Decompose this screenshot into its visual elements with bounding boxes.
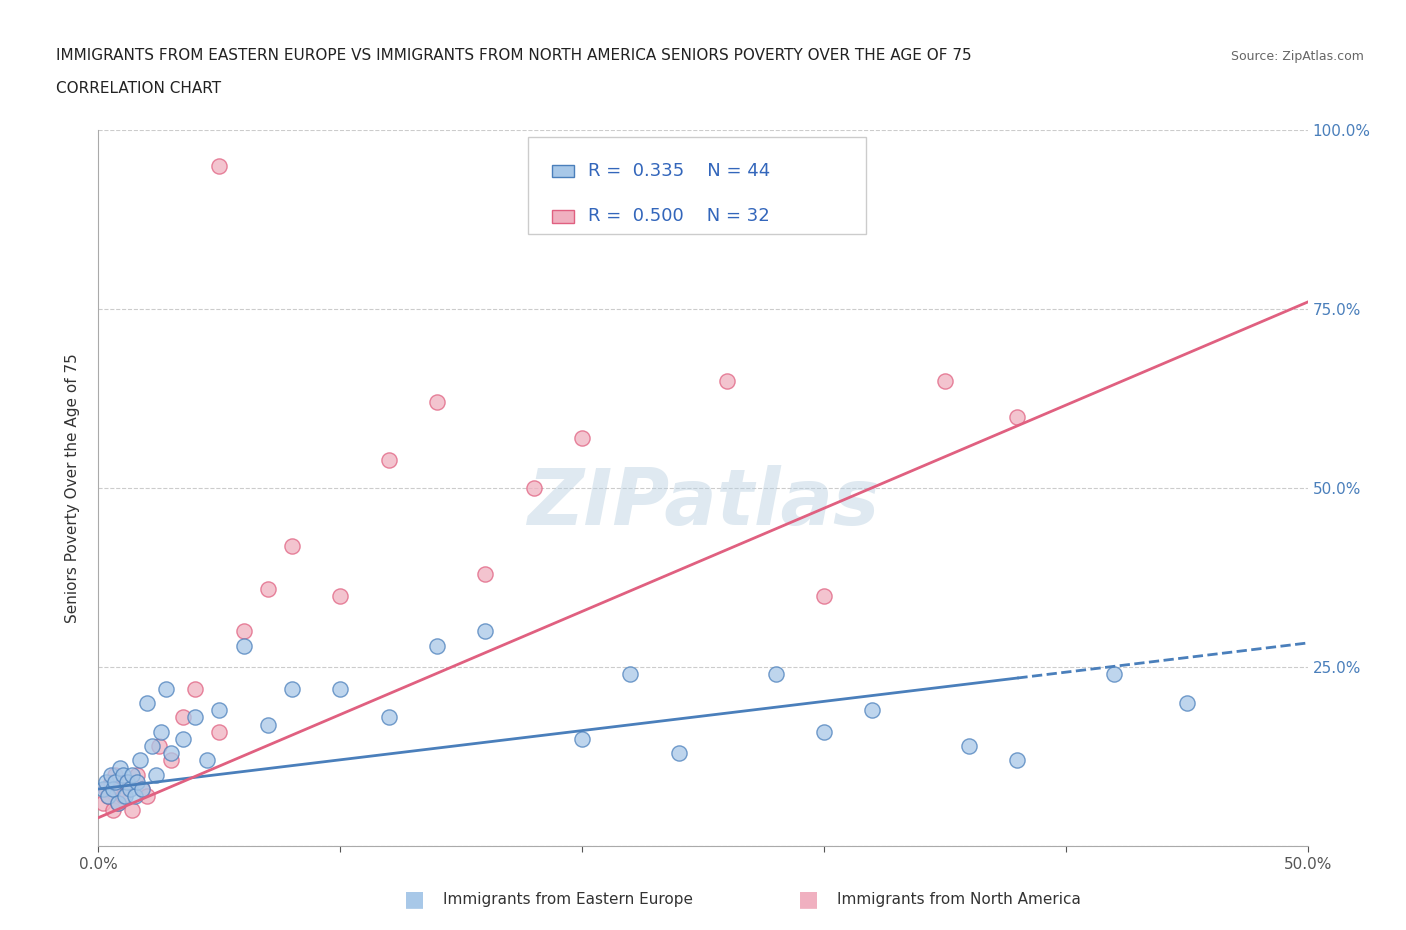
FancyBboxPatch shape	[553, 165, 574, 178]
Point	[619, 667, 641, 682]
Point	[184, 682, 207, 697]
Point	[813, 589, 835, 604]
Point	[716, 374, 738, 389]
Point	[118, 781, 141, 796]
Text: R =  0.335    N = 44: R = 0.335 N = 44	[588, 162, 770, 180]
FancyBboxPatch shape	[527, 138, 866, 234]
Point	[94, 775, 117, 790]
Text: Immigrants from Eastern Europe: Immigrants from Eastern Europe	[443, 892, 693, 907]
Point	[571, 732, 593, 747]
Point	[97, 789, 120, 804]
Point	[117, 775, 139, 790]
Point	[111, 767, 134, 782]
Point	[135, 696, 157, 711]
Point	[100, 775, 122, 790]
Point	[114, 789, 136, 804]
Point	[1007, 409, 1029, 424]
Text: Source: ZipAtlas.com: Source: ZipAtlas.com	[1230, 50, 1364, 63]
Y-axis label: Seniors Poverty Over the Age of 75: Seniors Poverty Over the Age of 75	[65, 353, 80, 623]
Point	[256, 717, 278, 732]
Point	[127, 767, 149, 782]
Point	[377, 452, 399, 467]
FancyBboxPatch shape	[553, 209, 574, 222]
Point	[127, 775, 149, 790]
Point	[184, 710, 207, 724]
Point	[668, 746, 690, 761]
Point	[208, 159, 231, 174]
Point	[128, 753, 150, 768]
Text: ZIPatlas: ZIPatlas	[527, 465, 879, 540]
Point	[108, 760, 131, 775]
Point	[232, 624, 254, 639]
Point	[474, 624, 496, 639]
Point	[101, 804, 124, 818]
Point	[160, 753, 183, 768]
Point	[107, 796, 129, 811]
Point	[148, 738, 170, 753]
Point	[104, 767, 127, 782]
Point	[256, 581, 278, 596]
Point	[135, 789, 157, 804]
Point	[172, 732, 194, 747]
Point	[208, 703, 231, 718]
Point	[141, 738, 163, 753]
Text: Immigrants from North America: Immigrants from North America	[837, 892, 1080, 907]
Text: R =  0.500    N = 32: R = 0.500 N = 32	[588, 207, 770, 225]
Point	[107, 796, 129, 811]
Point	[765, 667, 787, 682]
Text: ■: ■	[405, 889, 425, 910]
Point	[1007, 753, 1029, 768]
Text: IMMIGRANTS FROM EASTERN EUROPE VS IMMIGRANTS FROM NORTH AMERICA SENIORS POVERTY : IMMIGRANTS FROM EASTERN EUROPE VS IMMIGR…	[56, 48, 972, 63]
Point	[108, 781, 131, 796]
Point	[131, 781, 153, 796]
Point	[232, 638, 254, 653]
Point	[172, 710, 194, 724]
Point	[813, 724, 835, 739]
Point	[150, 724, 173, 739]
Point	[145, 767, 167, 782]
Point	[121, 804, 143, 818]
Point	[377, 710, 399, 724]
Point	[934, 374, 956, 389]
Point	[124, 789, 146, 804]
Point	[281, 682, 304, 697]
Point	[104, 775, 127, 790]
Point	[111, 789, 134, 804]
Point	[281, 538, 304, 553]
Point	[121, 767, 143, 782]
Point	[131, 781, 153, 796]
Point	[91, 796, 114, 811]
Point	[97, 789, 120, 804]
Point	[860, 703, 883, 718]
Point	[208, 724, 231, 739]
Point	[329, 589, 352, 604]
Point	[1175, 696, 1198, 711]
Point	[474, 566, 496, 581]
Point	[1102, 667, 1125, 682]
Text: ■: ■	[799, 889, 818, 910]
Point	[155, 682, 177, 697]
Text: CORRELATION CHART: CORRELATION CHART	[56, 81, 221, 96]
Point	[426, 638, 449, 653]
Point	[523, 481, 546, 496]
Point	[117, 775, 139, 790]
Point	[101, 781, 124, 796]
Point	[329, 682, 352, 697]
Point	[160, 746, 183, 761]
Point	[94, 781, 117, 796]
Point	[100, 767, 122, 782]
Point	[957, 738, 980, 753]
Point	[571, 431, 593, 445]
Point	[91, 781, 114, 796]
Point	[195, 753, 218, 768]
Point	[426, 395, 449, 410]
